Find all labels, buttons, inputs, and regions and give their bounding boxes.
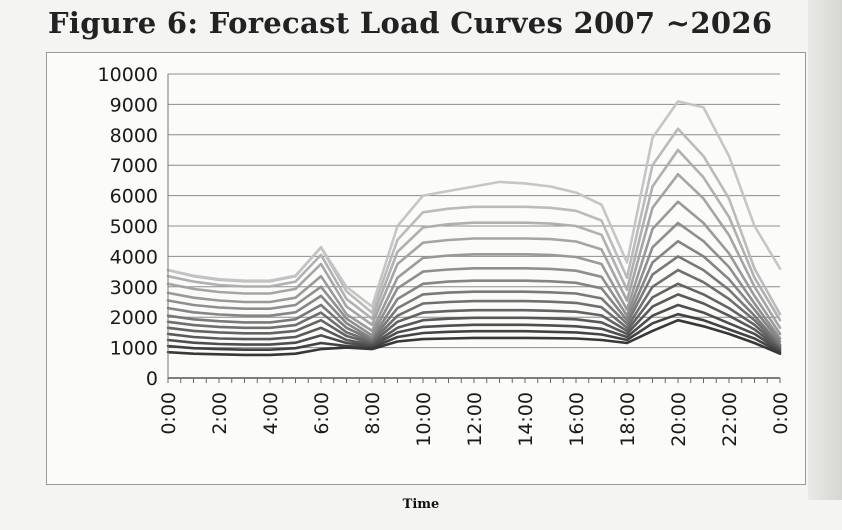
x-tick-label: 6:00: [311, 392, 333, 435]
series-line-11: [166, 173, 782, 330]
series-line-7: [166, 255, 782, 346]
y-tick-label: 10000: [98, 64, 158, 86]
y-tick-label: 8000: [110, 125, 158, 147]
series-line-14: [166, 100, 782, 308]
series-line-1: [166, 318, 782, 357]
series-line-2: [166, 312, 782, 354]
series-line-8: [166, 239, 782, 343]
y-tick-label: 6000: [110, 186, 158, 208]
x-tick-label: 4:00: [260, 392, 282, 435]
y-tick-label: 3000: [110, 277, 158, 299]
scan-page-shadow: [808, 0, 842, 500]
x-tick-label: 2:00: [209, 392, 231, 435]
series-line-5: [166, 282, 782, 349]
series-lines: [166, 100, 782, 357]
y-tick-label: 2000: [110, 307, 158, 329]
chart-title: Figure 6: Forecast Load Curves 2007 ~202…: [48, 6, 773, 40]
y-tick-label: 9000: [110, 94, 158, 116]
y-tick-label: 0: [146, 368, 158, 390]
x-tick-label: 20:00: [668, 392, 690, 447]
x-axis-title: Time: [402, 497, 440, 512]
series-line-3: [166, 303, 782, 352]
x-tick-label: 16:00: [566, 392, 588, 447]
axes: [167, 74, 781, 383]
x-tick-label: 0:00: [770, 392, 792, 435]
y-tick-labels: 0 1000 2000 3000 4000 5000 6000 7000 8000 9000 100…: [98, 64, 158, 390]
y-tick-label: 1000: [110, 338, 158, 360]
y-tick-label: 5000: [110, 216, 158, 238]
x-tick-labels: 0:00 2:00 4:00 6:00 8:00 10:00 12:00 14:00 16:00…: [158, 392, 792, 447]
chart-frame: [46, 52, 806, 485]
x-tick-label: 14:00: [515, 392, 537, 447]
x-tick-label: 12:00: [464, 392, 486, 447]
y-tick-label: 7000: [110, 155, 158, 177]
series-line-4: [166, 293, 782, 351]
series-line-9: [166, 221, 782, 340]
x-tick-label: 10:00: [413, 392, 435, 447]
x-tick-label: 22:00: [719, 392, 741, 447]
series-line-10: [166, 200, 782, 336]
series-line-12: [166, 148, 782, 322]
x-tick-label: 8:00: [362, 392, 384, 435]
x-tick-label: 18:00: [617, 392, 639, 447]
series-line-6: [166, 268, 782, 348]
y-tick-label: 4000: [110, 246, 158, 268]
x-tick-label: 0:00: [158, 392, 180, 435]
